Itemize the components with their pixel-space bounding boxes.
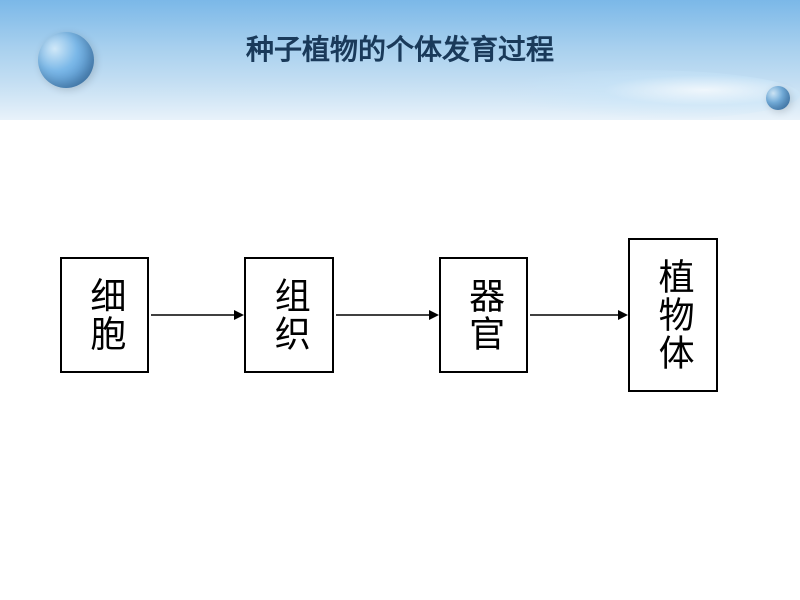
- flow-arrow-2: [334, 305, 439, 325]
- decorative-wave: [480, 70, 800, 120]
- flow-node-tissue: 组织: [244, 257, 333, 373]
- flow-arrow-3: [528, 305, 628, 325]
- flowchart-container: 细胞 组织 器官 植物体: [60, 225, 740, 405]
- flow-node-cell: 细胞: [60, 257, 149, 373]
- page-title: 种子植物的个体发育过程: [0, 28, 800, 68]
- flow-arrow-1: [149, 305, 244, 325]
- decorative-sphere-small: [766, 86, 790, 110]
- flow-node-organ: 器官: [439, 257, 528, 373]
- flow-node-plant: 植物体: [628, 238, 717, 392]
